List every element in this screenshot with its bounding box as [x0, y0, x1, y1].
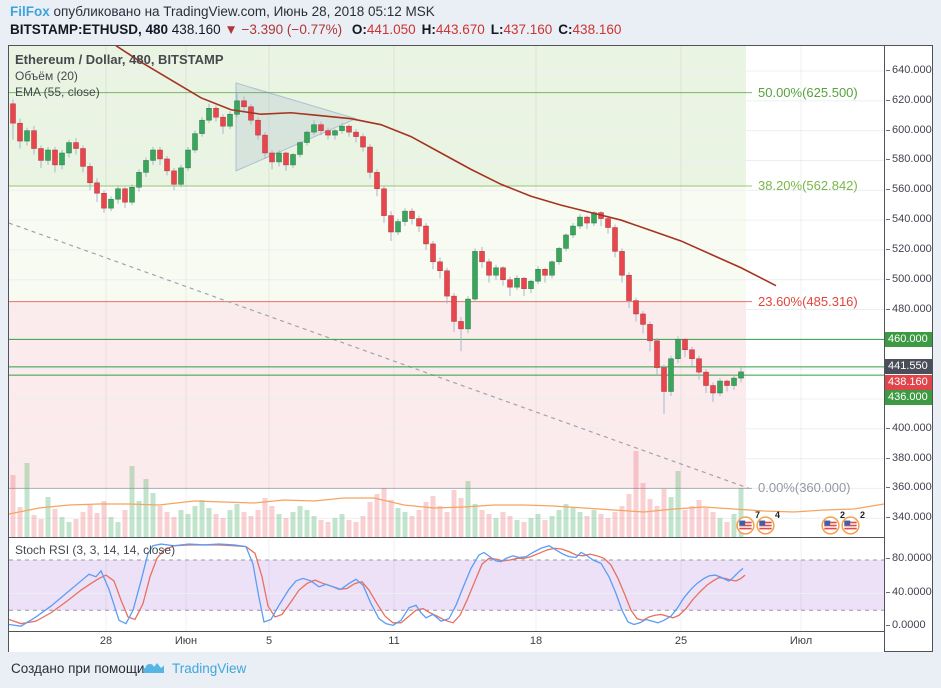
footer-text: Создано при помощи	[11, 661, 145, 676]
ohlc-values: O:441.050 H:443.670 L:437.160 C:438.160	[346, 22, 622, 37]
price-tick-label: 580.000	[886, 153, 932, 166]
ohlc-label: H:	[421, 22, 436, 37]
price-badge: 460.000	[885, 331, 932, 347]
price-change: −3.390 (−0.77%)	[241, 22, 343, 37]
price-tick-label: 360.000	[886, 481, 932, 494]
author-link[interactable]: FilFox	[10, 4, 50, 19]
stoch-tick-label: 0.0000	[886, 619, 926, 631]
ohlc-value: 443.670	[435, 22, 485, 37]
stoch-rsi-canvas	[9, 538, 884, 631]
price-tick-label: 600.000	[886, 123, 932, 136]
chart-frame: Ethereum / Dollar, 480, BITSTAMP Объём (…	[8, 45, 933, 652]
price-tick-label: 640.000	[886, 64, 932, 76]
ohlc-value: 438.160	[572, 22, 622, 37]
price-tick-label: 380.000	[886, 451, 932, 464]
price-tick-label: 620.000	[886, 93, 932, 106]
time-tick-label: 11	[388, 635, 400, 647]
price-tick-label: 480.000	[886, 302, 932, 315]
price-tick-label: 400.000	[886, 421, 932, 434]
price-tick-label: 340.000	[886, 511, 932, 524]
time-tick-label: 25	[674, 635, 688, 647]
price-tick-label: 540.000	[886, 213, 932, 226]
time-tick-label: 5	[265, 635, 273, 647]
time-tick-label: Июл	[789, 635, 813, 647]
ohlc-label: C:	[558, 22, 573, 37]
price-chart-canvas	[9, 46, 884, 537]
economic-event-flag-icon[interactable]: 7	[736, 510, 760, 535]
snapshot-header: FilFox опубликовано на TradingView.com, …	[10, 4, 930, 37]
ohlc-label: L:	[490, 22, 504, 37]
ohlc-label: O:	[351, 22, 367, 37]
symbol-name: BITSTAMP:ETHUSD, 480	[10, 22, 169, 37]
ohlc-value: 437.160	[503, 22, 553, 37]
stoch-tick-label: 80.0000	[886, 552, 932, 564]
price-tick-label: 520.000	[886, 242, 932, 255]
economic-event-flag-icon[interactable]: 2	[821, 510, 845, 535]
snapshot-footer: Создано при помощи TradingView	[0, 652, 941, 688]
direction-arrow-icon: ▼	[224, 22, 238, 37]
published-line: FilFox опубликовано на TradingView.com, …	[10, 4, 930, 19]
price-badge: 441.550	[885, 359, 932, 375]
stoch-tick-label: 40.0000	[886, 585, 932, 598]
price-axis[interactable]: 640.000 620.000 600.000 580.000 560.000 540.0…	[884, 46, 932, 651]
economic-event-flag-icon[interactable]: 4	[756, 510, 780, 535]
published-text: опубликовано на TradingView.com, Июнь 28…	[49, 4, 435, 19]
price-tick-label: 560.000	[886, 183, 932, 196]
stoch-rsi-pane[interactable]: Stoch RSI (3, 3, 14, 14, close)	[9, 537, 884, 631]
time-tick-label: Июн	[174, 635, 198, 647]
price-badge: 438.160	[885, 374, 932, 390]
price-badge: 436.000	[885, 390, 932, 406]
time-tick-label: 18	[529, 635, 543, 647]
last-price: 438.160	[171, 22, 221, 37]
price-tick-label: 500.000	[886, 272, 932, 285]
time-tick-label: 28	[99, 635, 113, 647]
economic-event-flag-icon[interactable]: 2	[841, 510, 865, 535]
ohlc-value: 441.050	[366, 22, 416, 37]
time-axis[interactable]: 28 Июн 5 11 18 25 Июл	[9, 631, 884, 652]
symbol-line: BITSTAMP:ETHUSD, 480 438.160 ▼ −3.390 (−…	[10, 22, 930, 37]
tradingview-logo-icon	[143, 660, 167, 676]
price-pane[interactable]: Ethereum / Dollar, 480, BITSTAMP Объём (…	[9, 46, 884, 537]
tradingview-link[interactable]: TradingView	[172, 661, 247, 676]
